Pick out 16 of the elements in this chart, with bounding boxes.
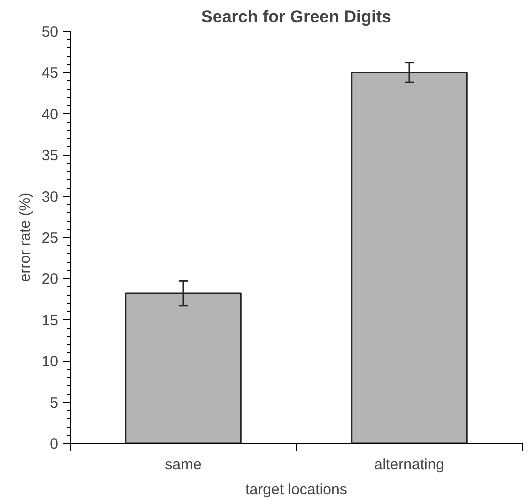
y-tick-label: 5 — [50, 394, 58, 412]
y-tick-label: 50 — [42, 24, 59, 41]
y-tick-label: 15 — [42, 312, 59, 330]
x-tick-label: same — [165, 456, 202, 474]
y-axis-title: error rate (%) — [16, 192, 34, 282]
y-tick-label: 10 — [42, 354, 59, 371]
x-axis-title: target locations — [246, 482, 348, 498]
y-tick-label: 0 — [50, 436, 58, 453]
x-tick-label: alternating — [374, 456, 445, 474]
y-tick-label: 30 — [42, 188, 59, 206]
y-tick-label: 35 — [42, 148, 59, 165]
y-tick-label: 40 — [42, 106, 59, 124]
y-tick-label: 45 — [42, 65, 59, 82]
y-tick-label: 25 — [42, 230, 59, 247]
y-tick-label: 20 — [42, 271, 59, 288]
chart-title: Search for Green Digits — [202, 8, 392, 26]
